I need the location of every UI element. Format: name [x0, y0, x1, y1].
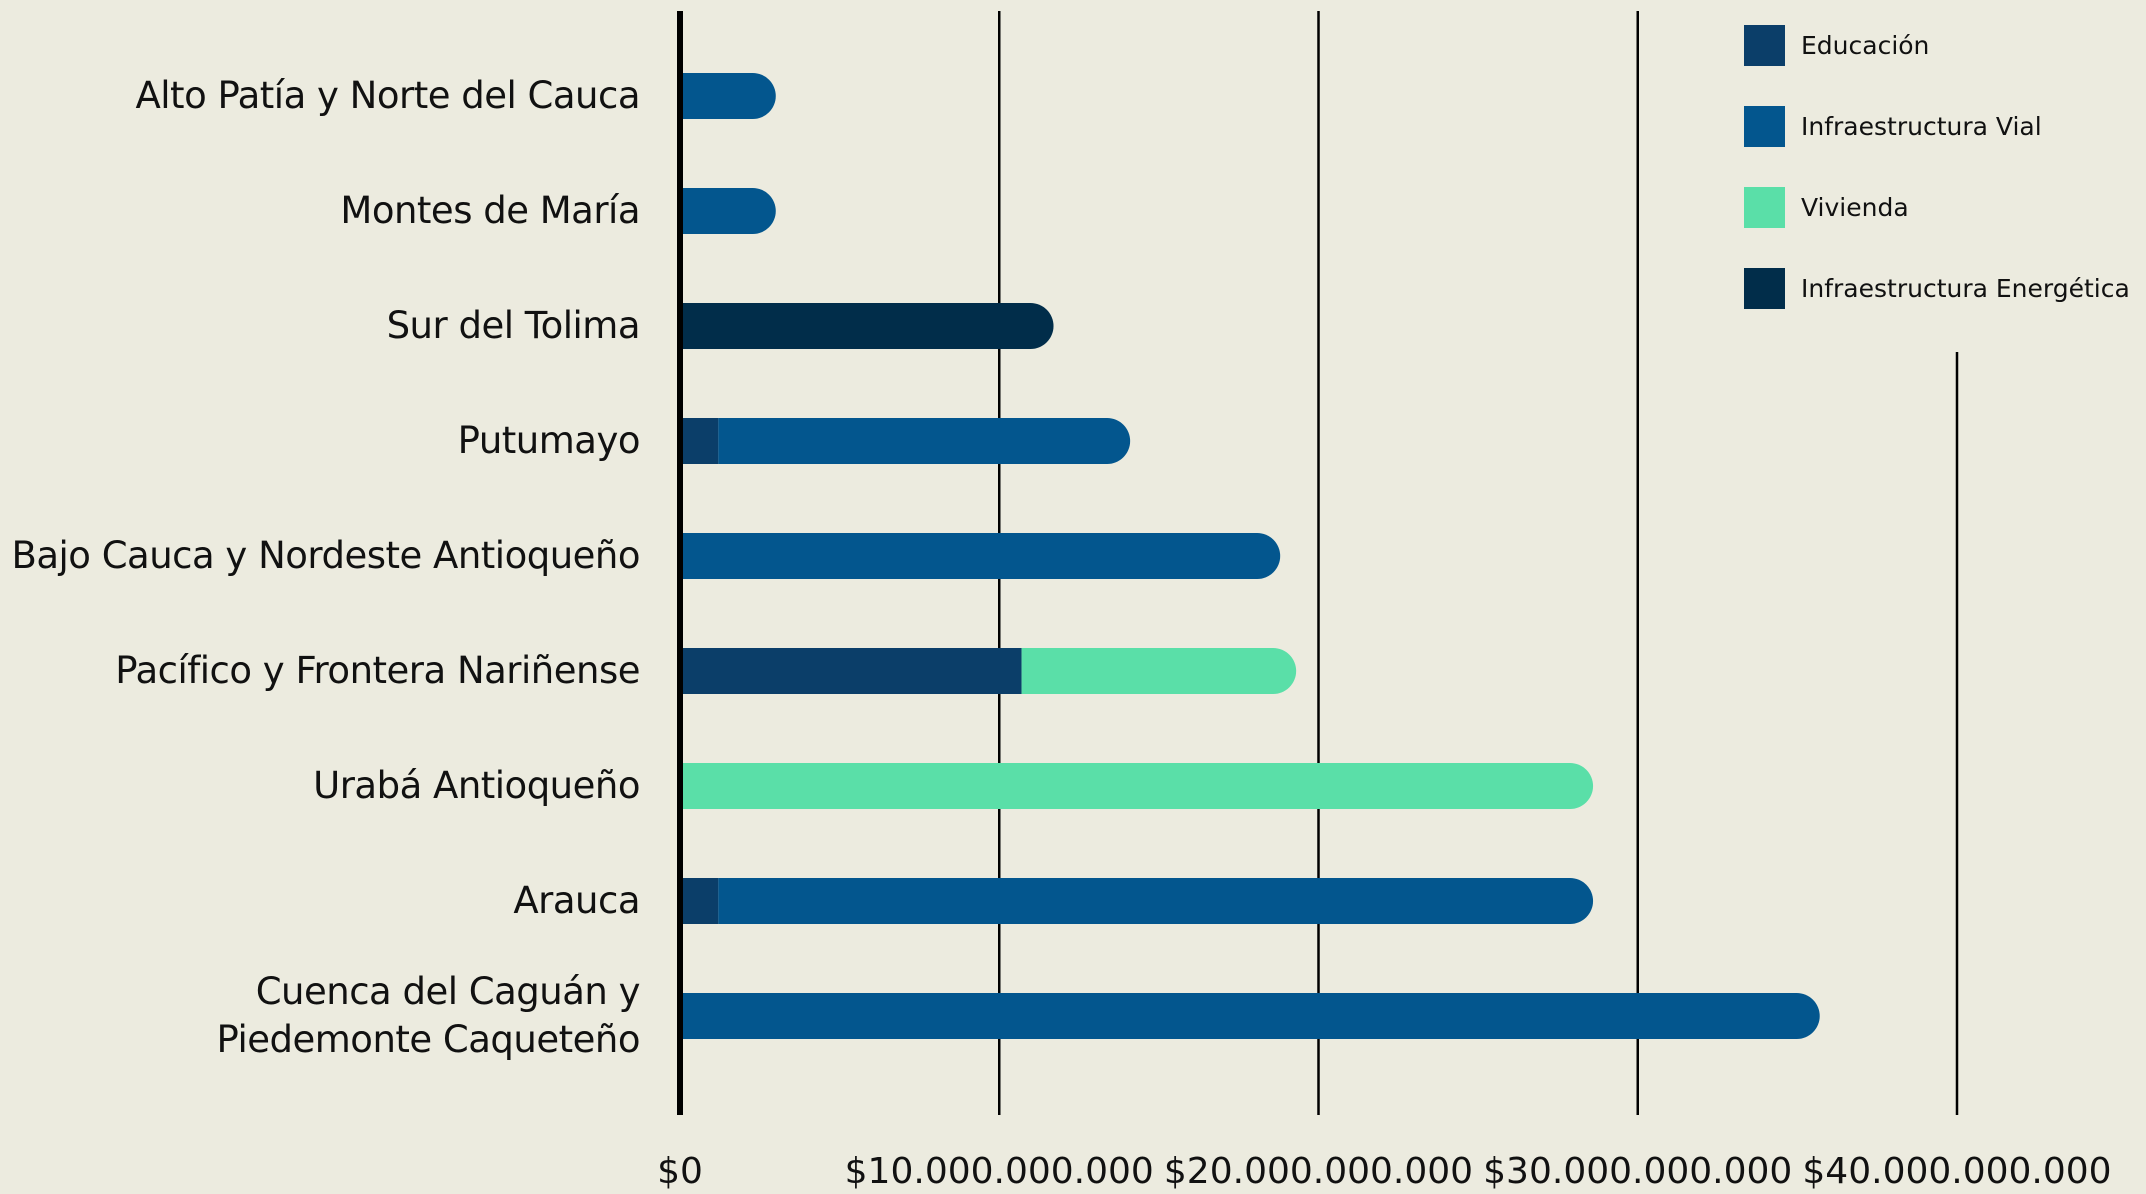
bar-segment	[680, 648, 1022, 694]
bar-segment	[680, 763, 1594, 809]
category-label: Arauca	[513, 879, 640, 922]
legend-label: Infraestructura Vial	[1801, 112, 2042, 141]
legend-swatch	[1744, 106, 1785, 147]
category-label: Urabá Antioqueño	[313, 764, 640, 807]
category-label: Bajo Cauca y Nordeste Antioqueño	[11, 534, 640, 577]
x-tick-label: $30.000.000.000	[1483, 1151, 1792, 1192]
category-label: Alto Patía y Norte del Cauca	[135, 74, 640, 117]
category-label: Montes de María	[340, 189, 640, 232]
bar-segment	[680, 188, 776, 234]
category-label: Cuenca del Caguán y Piedemonte Caqueteño	[216, 970, 640, 1061]
bar-segment	[680, 533, 1281, 579]
bar-segment	[718, 878, 1594, 924]
bar-segment	[680, 73, 776, 119]
bar-segment	[1021, 648, 1297, 694]
x-tick-label: $40.000.000.000	[1802, 1151, 2111, 1192]
bar-segment	[680, 418, 719, 464]
category-label: Putumayo	[457, 419, 641, 462]
x-tick-label: $10.000.000.000	[845, 1151, 1154, 1192]
x-tick-label: $20.000.000.000	[1164, 1151, 1473, 1192]
legend-swatch	[1744, 25, 1785, 66]
bar-segment	[718, 418, 1131, 465]
legend-label: Educación	[1801, 31, 1929, 60]
bar-segment	[680, 993, 1820, 1039]
category-label: Pacífico y Frontera Nariñense	[115, 649, 640, 692]
x-tick-label: $0	[657, 1151, 703, 1192]
legend-label: Infraestructura Energética	[1801, 274, 2130, 303]
bar-segment	[680, 303, 1054, 349]
legend-swatch	[1744, 187, 1785, 228]
legend-label: Vivienda	[1801, 193, 1909, 222]
bar-segment	[680, 878, 719, 924]
category-label: Sur del Tolima	[386, 304, 641, 347]
legend-swatch	[1744, 268, 1785, 309]
